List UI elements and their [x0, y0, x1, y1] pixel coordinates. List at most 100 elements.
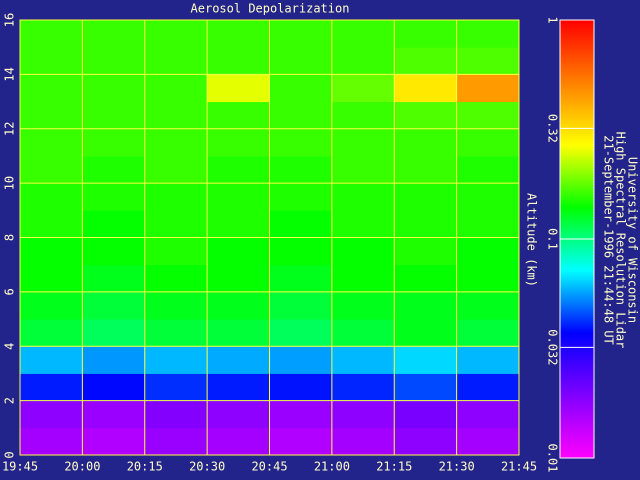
heatmap-cell: [207, 400, 270, 429]
heatmap-cell: [269, 237, 333, 266]
y-tick-label: 10: [3, 176, 17, 190]
heatmap-cell: [394, 155, 458, 184]
heatmap-cell: [331, 400, 395, 429]
heatmap-cell: [331, 20, 395, 48]
y-tick-label: 4: [3, 343, 17, 350]
heatmap-cell: [144, 400, 208, 429]
heatmap-cell: [331, 47, 395, 75]
heatmap-cell: [207, 128, 270, 157]
y-tick-label: 14: [3, 67, 17, 81]
heatmap-cell: [20, 155, 83, 184]
heatmap-cell: [82, 373, 146, 402]
heatmap-cell: [82, 20, 146, 48]
heatmap-cell: [20, 237, 83, 266]
heatmap-cell: [269, 101, 333, 130]
heatmap-cell: [456, 291, 520, 320]
heatmap-cell: [394, 373, 458, 402]
heatmap-cell: [144, 155, 208, 184]
heatmap-cell: [207, 291, 270, 320]
heatmap-cell: [269, 47, 333, 75]
y-tick-label: 6: [3, 288, 17, 295]
note: 21-September-1996 21:44:48 UT: [602, 135, 616, 345]
heatmap-cell: [82, 264, 146, 293]
heatmap-cell: [207, 264, 270, 293]
heatmap-cell: [394, 101, 458, 130]
heatmap-cell: [20, 291, 83, 320]
heatmap-cell: [331, 264, 395, 293]
heatmap-cell: [82, 237, 146, 266]
heatmap-cell: [207, 427, 270, 456]
heatmap-cell: [331, 128, 395, 157]
heatmap-cell: [20, 210, 83, 238]
heatmap-cell: [207, 346, 270, 374]
heatmap-cell: [269, 210, 333, 238]
heatmap-cell: [456, 101, 520, 130]
heatmap-cell: [456, 128, 520, 157]
heatmap-cell: [207, 373, 270, 402]
heatmap-cell: [144, 47, 208, 75]
heatmap-cell: [331, 319, 395, 347]
heatmap-cell: [207, 237, 270, 266]
heatmap-cell: [20, 74, 83, 103]
note: High Spectral Resolution Lidar: [614, 132, 628, 349]
heatmap-cell: [20, 427, 83, 456]
heatmap-cell: [144, 128, 208, 157]
heatmap-cell: [144, 264, 208, 293]
heatmap-cell: [144, 346, 208, 374]
heatmap-cell: [82, 101, 146, 130]
y-tick-label: 12: [3, 122, 17, 136]
heatmap-cell: [82, 427, 146, 456]
heatmap-cell: [331, 101, 395, 130]
plot-frame: [19, 19, 520, 456]
x-tick-label: 19:45: [2, 460, 38, 474]
heatmap-cell: [20, 183, 83, 211]
note: University of Wisconsin: [626, 157, 640, 323]
heatmap-cell: [20, 264, 83, 293]
heatmap-cell: [394, 264, 458, 293]
heatmap-cell: [456, 346, 520, 374]
heatmap-cell: [331, 346, 395, 374]
heatmap-cell: [20, 373, 83, 402]
heatmap-cell: [269, 155, 333, 184]
heatmap-cell: [144, 183, 208, 211]
y-axis-label: Altitude (km): [525, 193, 539, 287]
heatmap-cell: [269, 128, 333, 157]
heatmap-cell: [269, 400, 333, 429]
heatmap-cell: [394, 346, 458, 374]
heatmap-cell: [456, 400, 520, 429]
heatmap-cell: [144, 237, 208, 266]
heatmap-cell: [20, 128, 83, 157]
heatmap-cell: [394, 74, 458, 103]
heatmap-cell: [269, 319, 333, 347]
heatmap-cell: [207, 319, 270, 347]
colorbar-tick-label: 0.32: [546, 114, 560, 143]
heatmap-cell: [456, 74, 520, 103]
heatmap-cell: [456, 47, 520, 75]
heatmap-cell: [394, 20, 458, 48]
colorbar-tick-label: 1: [546, 16, 560, 23]
heatmap-cell: [394, 128, 458, 157]
heatmap-cell: [144, 101, 208, 130]
colorbar-tick-label: 0.1: [546, 228, 560, 250]
heatmap-cell: [82, 47, 146, 75]
heatmap-cell: [456, 264, 520, 293]
heatmap-cell: [82, 346, 146, 374]
heatmap-cell: [269, 346, 333, 374]
colorbar-tick-label: 0.01: [546, 444, 560, 473]
heatmap-cell: [269, 74, 333, 103]
x-tick-label: 21:00: [314, 460, 350, 474]
heatmap-cell: [331, 427, 395, 456]
heatmap-cell: [331, 237, 395, 266]
heatmap-cell: [82, 319, 146, 347]
heatmap-cell: [82, 128, 146, 157]
heatmap-cell: [394, 291, 458, 320]
heatmap-cell: [144, 74, 208, 103]
x-tick-label: 21:15: [376, 460, 412, 474]
heatmap-cell: [144, 427, 208, 456]
heatmap-cell: [20, 319, 83, 347]
heatmap-cell: [331, 74, 395, 103]
heatmap-cell: [82, 183, 146, 211]
heatmap-cell: [269, 373, 333, 402]
heatmap-cell: [331, 291, 395, 320]
heatmap-cell: [82, 210, 146, 238]
